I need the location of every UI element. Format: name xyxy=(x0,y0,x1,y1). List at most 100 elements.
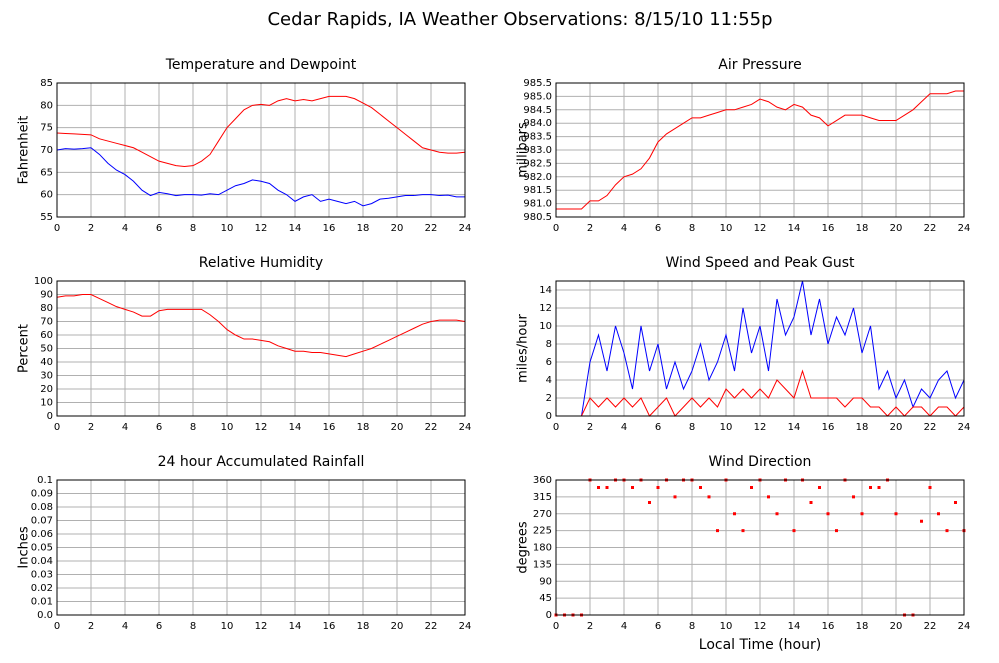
x-axis-label: Local Time (hour) xyxy=(699,637,821,653)
x-tick-label: 12 xyxy=(754,621,767,632)
x-tick-label: 0 xyxy=(54,223,60,234)
x-tick-label: 22 xyxy=(924,422,937,433)
data-point xyxy=(894,512,898,516)
y-tick-label: 0.05 xyxy=(31,543,53,554)
y-tick-label: 985.5 xyxy=(523,78,552,89)
x-tick-label: 24 xyxy=(459,422,472,433)
chart-title: Air Pressure xyxy=(718,57,801,73)
x-tick-label: 12 xyxy=(255,422,268,433)
data-point xyxy=(945,529,949,533)
x-tick-label: 10 xyxy=(221,621,234,632)
data-point xyxy=(707,495,711,499)
x-tick-label: 18 xyxy=(856,621,869,632)
x-tick-label: 14 xyxy=(289,422,302,433)
y-tick-label: 85 xyxy=(40,78,53,89)
y-tick-label: 70 xyxy=(40,145,53,156)
x-tick-label: 2 xyxy=(88,223,94,234)
data-point xyxy=(656,486,660,489)
x-tick-label: 4 xyxy=(621,422,627,433)
data-line xyxy=(556,280,965,417)
data-point xyxy=(954,501,957,504)
x-tick-label: 10 xyxy=(720,422,733,433)
x-tick-label: 16 xyxy=(323,621,336,632)
y-tick-label: 0.03 xyxy=(31,570,53,581)
x-tick-label: 16 xyxy=(323,223,336,234)
x-tick-label: 22 xyxy=(425,621,438,632)
x-tick-label: 22 xyxy=(425,223,438,234)
y-tick-label: 982.0 xyxy=(523,172,552,183)
y-tick-label: 360 xyxy=(533,475,552,486)
plot-frame xyxy=(555,82,965,218)
x-tick-label: 22 xyxy=(924,621,937,632)
data-point xyxy=(699,486,702,489)
data-point xyxy=(928,486,932,489)
y-axis-label: millibars xyxy=(516,122,531,178)
y-tick-label: 984.0 xyxy=(523,118,552,129)
y-tick-label: 315 xyxy=(533,492,552,503)
y-tick-label: 0.06 xyxy=(31,529,53,540)
chart-title: Relative Humidity xyxy=(199,255,323,271)
x-tick-label: 16 xyxy=(822,223,835,234)
data-point xyxy=(750,486,753,489)
y-tick-label: 985.0 xyxy=(523,91,552,102)
x-tick-label: 20 xyxy=(391,422,404,433)
data-line xyxy=(56,95,466,168)
y-tick-label: 55 xyxy=(40,212,53,223)
x-tick-label: 20 xyxy=(890,422,903,433)
x-tick-label: 12 xyxy=(754,223,767,234)
data-point xyxy=(648,501,651,504)
y-tick-label: 0.0 xyxy=(37,610,53,621)
x-tick-label: 14 xyxy=(289,223,302,234)
y-tick-label: 0 xyxy=(546,411,552,422)
x-tick-label: 2 xyxy=(587,223,593,234)
chart-title: Temperature and Dewpoint xyxy=(165,57,357,73)
x-tick-label: 0 xyxy=(553,621,559,632)
y-tick-label: 50 xyxy=(40,344,53,355)
y-tick-label: 14 xyxy=(539,285,552,296)
data-point xyxy=(809,501,813,504)
y-tick-label: 0.04 xyxy=(31,556,53,567)
y-tick-label: 984.5 xyxy=(523,105,552,116)
plot-frame xyxy=(56,479,466,616)
y-tick-label: 80 xyxy=(40,303,53,314)
y-tick-label: 2 xyxy=(546,393,552,404)
data-point xyxy=(741,529,745,533)
data-point xyxy=(631,486,634,489)
data-point xyxy=(597,486,600,489)
y-tick-label: 0.09 xyxy=(31,489,53,500)
x-tick-label: 14 xyxy=(788,621,801,632)
x-tick-label: 18 xyxy=(357,621,370,632)
data-point xyxy=(716,529,719,533)
y-tick-label: 90 xyxy=(539,576,552,587)
x-tick-label: 14 xyxy=(788,422,801,433)
y-tick-label: 90 xyxy=(40,290,53,301)
y-tick-label: 20 xyxy=(40,384,53,395)
data-point xyxy=(877,486,881,489)
x-tick-label: 4 xyxy=(122,223,128,234)
x-tick-label: 0 xyxy=(553,223,559,234)
y-tick-label: 0.01 xyxy=(31,597,53,608)
x-tick-label: 8 xyxy=(689,422,695,433)
y-tick-label: 0.08 xyxy=(31,502,53,513)
data-point xyxy=(852,495,855,499)
x-tick-label: 14 xyxy=(289,621,302,632)
x-tick-label: 18 xyxy=(357,223,370,234)
x-tick-label: 24 xyxy=(958,621,971,632)
x-tick-label: 6 xyxy=(655,621,661,632)
y-tick-label: 60 xyxy=(40,190,53,201)
data-line xyxy=(556,369,965,417)
x-tick-label: 20 xyxy=(890,223,903,234)
x-tick-label: 20 xyxy=(391,223,404,234)
data-point xyxy=(733,512,736,516)
x-tick-label: 12 xyxy=(754,422,767,433)
y-tick-label: 60 xyxy=(40,330,53,341)
y-tick-label: 80 xyxy=(40,100,53,111)
data-point xyxy=(835,529,838,533)
x-tick-label: 8 xyxy=(190,223,196,234)
data-point xyxy=(826,512,830,516)
x-tick-label: 16 xyxy=(323,422,336,433)
x-tick-label: 16 xyxy=(822,621,835,632)
x-tick-label: 10 xyxy=(221,223,234,234)
y-tick-label: 8 xyxy=(546,339,552,350)
data-point xyxy=(920,519,923,523)
